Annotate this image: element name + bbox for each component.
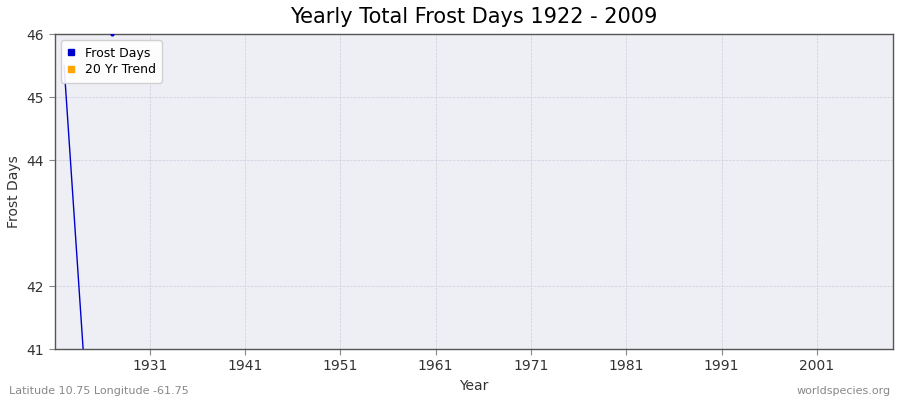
Y-axis label: Frost Days: Frost Days <box>7 155 21 228</box>
Text: Latitude 10.75 Longitude -61.75: Latitude 10.75 Longitude -61.75 <box>9 386 189 396</box>
Title: Yearly Total Frost Days 1922 - 2009: Yearly Total Frost Days 1922 - 2009 <box>290 7 658 27</box>
Text: worldspecies.org: worldspecies.org <box>796 386 891 396</box>
Legend: Frost Days, 20 Yr Trend: Frost Days, 20 Yr Trend <box>61 40 162 82</box>
X-axis label: Year: Year <box>459 379 489 393</box>
